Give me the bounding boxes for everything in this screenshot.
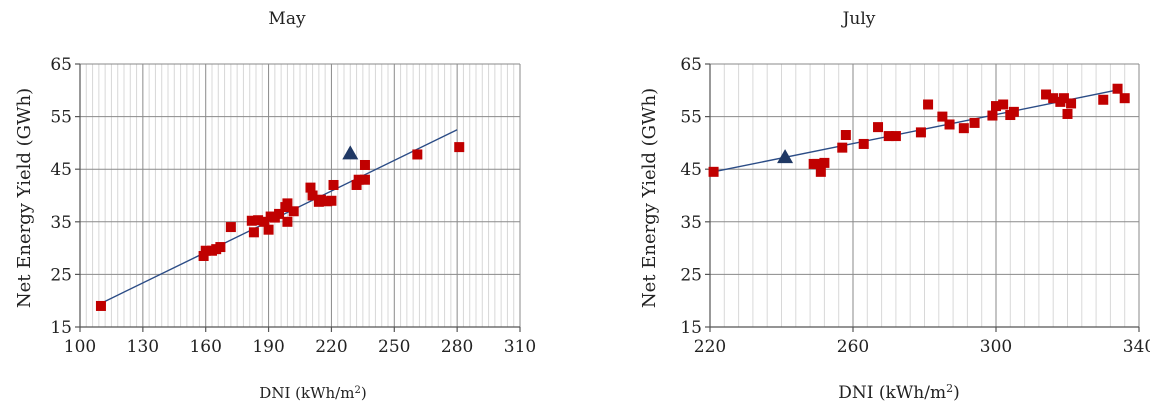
data-point [958, 123, 969, 134]
data-point [815, 166, 826, 177]
x-tick-label: 160 [189, 337, 221, 357]
highlight-point [342, 145, 359, 160]
y-tick-label: 65 [680, 55, 702, 75]
data-point [305, 182, 316, 193]
data-point [937, 111, 948, 122]
data-point [890, 131, 901, 142]
data-point [454, 142, 465, 153]
data-point [819, 157, 830, 168]
data-point [1058, 93, 1069, 104]
data-point [225, 222, 236, 233]
data-point [883, 131, 894, 142]
y-tick-label: 35 [680, 213, 702, 233]
axes [705, 63, 1140, 332]
chart-title: July [841, 9, 876, 29]
y-tick-label: 25 [680, 265, 702, 285]
data-point [253, 215, 264, 226]
data-points [708, 83, 1130, 177]
data-point [969, 117, 980, 128]
data-point [837, 142, 848, 153]
y-tick-label: 45 [50, 160, 72, 180]
data-point [95, 300, 106, 311]
data-point [282, 198, 293, 209]
data-point [307, 190, 318, 201]
data-point [915, 127, 926, 138]
data-point [987, 110, 998, 121]
x-tick-label: 220 [694, 337, 726, 357]
data-point [998, 99, 1009, 110]
x-axis-label: DNI (kWh/m2) [838, 382, 959, 404]
y-tick-label: 25 [50, 265, 72, 285]
data-point [215, 242, 226, 253]
data-point [1119, 93, 1130, 104]
y-tick-label: 15 [680, 318, 702, 338]
y-axis-label: Net Energy Yield (GWh) [639, 88, 660, 308]
x-tick-label: 130 [127, 337, 159, 357]
grid [710, 63, 1140, 327]
data-point [198, 250, 209, 261]
data-points [95, 142, 465, 311]
y-tick-label: 55 [680, 108, 702, 128]
y-tick-label: 15 [50, 318, 72, 338]
data-point [246, 215, 257, 226]
chart-july: July 220 260 300 340 15 25 35 45 55 65 Net Energy… [639, 9, 1150, 403]
data-point [1062, 108, 1073, 119]
data-point [1112, 83, 1123, 94]
data-point [858, 138, 869, 149]
data-point [359, 174, 370, 185]
x-tick-label: 300 [980, 337, 1012, 357]
x-tick-label: 220 [315, 337, 347, 357]
data-point [1048, 93, 1059, 104]
tick-labels: 100 130 160 190 220 250 280 310 15 25 35 45 55 65 [50, 55, 536, 357]
y-tick-label: 55 [50, 108, 72, 128]
data-point [263, 224, 274, 235]
data-point [1041, 89, 1052, 100]
data-point [351, 179, 362, 190]
y-tick-label: 35 [50, 213, 72, 233]
x-tick-label: 280 [441, 337, 473, 357]
data-point [328, 179, 339, 190]
data-point [353, 174, 364, 185]
data-point [315, 194, 326, 205]
data-point [248, 227, 259, 238]
data-point [359, 159, 370, 170]
data-point [288, 206, 299, 217]
y-tick-label: 45 [680, 160, 702, 180]
chart-may: May 100 130 160 190 220 250 280 310 15 25 35 45 55 65… [14, 9, 536, 402]
data-point [873, 122, 884, 133]
data-point [274, 208, 285, 219]
data-point [259, 216, 270, 227]
x-tick-label: 310 [504, 337, 536, 357]
data-point [412, 149, 423, 160]
chart-title: May [268, 9, 306, 29]
data-point [708, 166, 719, 177]
data-point [326, 195, 337, 206]
x-tick-label: 340 [1123, 337, 1150, 357]
x-axis-label: DNI (kWh/m2) [259, 384, 366, 402]
axes [75, 63, 521, 332]
data-point [1098, 94, 1109, 105]
data-point [840, 130, 851, 141]
data-point [812, 158, 823, 169]
data-point [1066, 98, 1077, 109]
tick-labels: 220 260 300 340 15 25 35 45 55 65 [680, 55, 1150, 357]
data-point [923, 99, 934, 110]
x-tick-label: 100 [64, 337, 96, 357]
y-tick-label: 65 [50, 55, 72, 75]
x-tick-label: 250 [378, 337, 410, 357]
grid [80, 63, 521, 327]
y-axis-label: Net Energy Yield (GWh) [14, 88, 35, 308]
data-point [1008, 106, 1019, 117]
x-tick-label: 260 [837, 337, 869, 357]
data-point [944, 119, 955, 130]
data-point [991, 101, 1001, 112]
highlight-point [777, 149, 794, 164]
x-tick-label: 190 [252, 337, 284, 357]
data-point [200, 245, 211, 256]
data-point [282, 216, 293, 227]
